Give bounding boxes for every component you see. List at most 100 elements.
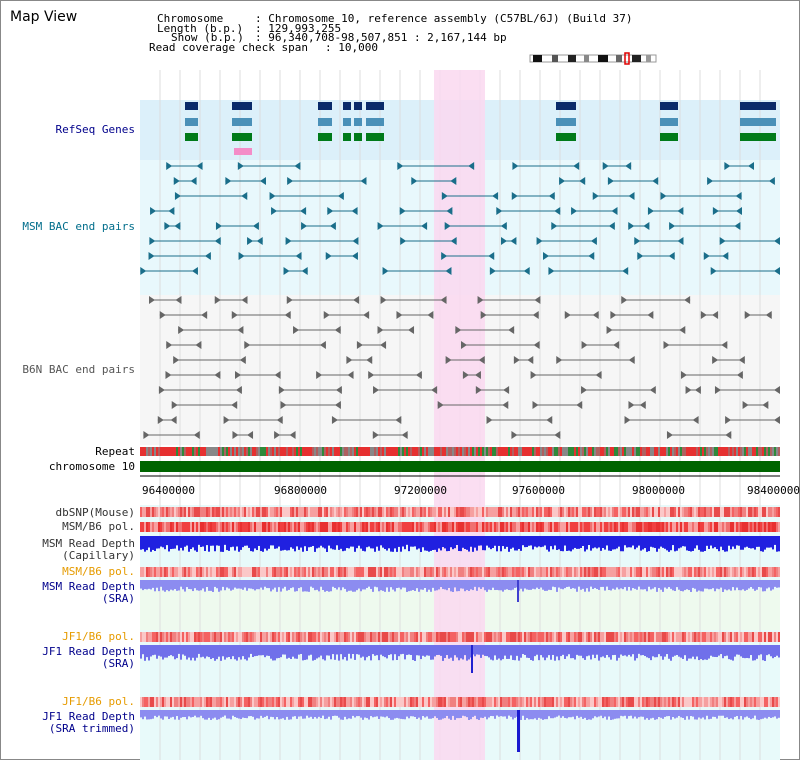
depth-bar-jf1-sra	[436, 645, 438, 655]
b6n-bac-pair-end	[223, 416, 230, 424]
depth-bar-jf1-trim	[606, 710, 608, 720]
depth-bar-jf1-trim	[760, 710, 762, 720]
pol-cell	[690, 632, 692, 642]
dbsnp-cell	[404, 507, 406, 517]
depth-bar-jf1-sra	[276, 645, 278, 659]
depth-bar-jf1-trim	[562, 710, 564, 717]
repeat-segment	[678, 447, 680, 456]
dbsnp-cell	[720, 507, 722, 517]
depth-bar-jf1-trim	[554, 710, 556, 718]
repeat-segment	[188, 447, 190, 456]
depth-bar-capillary	[186, 536, 188, 546]
pol-cell	[766, 632, 768, 642]
depth-bar-jf1-sra	[346, 645, 348, 661]
repeat-segment	[510, 447, 512, 456]
depth-bar-msm-sra	[750, 580, 752, 588]
dbsnp-cell	[406, 507, 408, 517]
depth-bar-jf1-trim	[396, 710, 398, 718]
pol-cell	[322, 522, 324, 532]
pol-cell	[448, 632, 450, 642]
pol-cell	[648, 567, 650, 577]
dbsnp-cell	[762, 507, 764, 517]
pol-cell	[420, 522, 422, 532]
repeat-segment	[304, 447, 306, 456]
pol-cell	[368, 697, 370, 707]
depth-bar-capillary	[700, 536, 702, 552]
depth-bar-jf1-sra	[674, 645, 676, 656]
pol-cell	[632, 632, 634, 642]
depth-bar-msm-sra	[666, 580, 668, 589]
pol-cell	[672, 567, 674, 577]
refseq-gene	[366, 102, 384, 110]
repeat-segment	[362, 447, 364, 456]
pol-cell	[440, 697, 442, 707]
dbsnp-cell	[614, 507, 616, 517]
pol-cell	[504, 522, 506, 532]
depth-bar-msm-sra	[716, 580, 718, 589]
pol-cell	[642, 567, 644, 577]
chromosome-ideogram[interactable]	[528, 52, 660, 66]
depth-bar-capillary	[558, 536, 560, 550]
depth-bar-jf1-trim	[644, 710, 646, 720]
repeat-segment	[544, 447, 546, 456]
pol-cell	[442, 522, 444, 532]
pol-cell	[690, 522, 692, 532]
depth-bar-msm-sra	[264, 580, 266, 587]
pol-cell	[212, 567, 214, 577]
pol-cell	[334, 567, 336, 577]
depth-bar-capillary	[156, 536, 158, 549]
pol-cell	[414, 697, 416, 707]
pol-cell	[694, 567, 696, 577]
pol-cell	[316, 567, 318, 577]
depth-bar-jf1-trim	[286, 710, 288, 717]
pol-cell	[148, 697, 150, 707]
depth-bar-capillary	[524, 536, 526, 548]
pol-cell	[454, 522, 456, 532]
repeat-segment	[386, 447, 388, 456]
pol-cell	[482, 567, 484, 577]
pol-cell	[764, 567, 766, 577]
pol-cell	[456, 697, 458, 707]
pol-cell	[192, 632, 194, 642]
pol-cell	[282, 567, 284, 577]
depth-bar-capillary	[640, 536, 642, 551]
repeat-segment	[226, 447, 228, 456]
pol-cell	[488, 632, 490, 642]
repeat-segment	[748, 447, 750, 456]
pol-cell	[374, 632, 376, 642]
pol-cell	[684, 567, 686, 577]
repeat-segment	[714, 447, 716, 456]
pol-cell	[290, 567, 292, 577]
pol-cell	[686, 522, 688, 532]
depth-bar-jf1-trim	[162, 710, 164, 720]
pol-cell	[622, 522, 624, 532]
depth-bar-capillary	[478, 536, 480, 546]
pol-cell	[748, 522, 750, 532]
pol-cell	[264, 632, 266, 642]
depth-bar-msm-sra	[448, 580, 450, 588]
dbsnp-cell	[764, 507, 766, 517]
dbsnp-cell	[672, 507, 674, 517]
dbsnp-cell	[256, 507, 258, 517]
depth-bar-jf1-trim	[532, 710, 534, 720]
depth-bar-msm-sra	[648, 580, 650, 587]
depth-bar-jf1-trim	[462, 710, 464, 716]
pol-cell	[314, 567, 316, 577]
pol-cell	[560, 567, 562, 577]
depth-bar-jf1-trim	[206, 710, 208, 720]
pol-cell	[420, 697, 422, 707]
dbsnp-cell	[688, 507, 690, 517]
depth-bar-jf1-trim	[634, 710, 636, 717]
depth-bar-jf1-sra	[712, 645, 714, 657]
repeat-segment	[336, 447, 338, 456]
depth-bar-msm-sra	[482, 580, 484, 588]
repeat-segment	[370, 447, 372, 456]
depth-bar-msm-sra	[714, 580, 716, 592]
pol-cell	[676, 567, 678, 577]
pol-cell	[258, 522, 260, 532]
pol-cell	[706, 632, 708, 642]
pol-cell	[284, 522, 286, 532]
depth-bar-jf1-trim	[382, 710, 384, 717]
pol-cell	[346, 697, 348, 707]
